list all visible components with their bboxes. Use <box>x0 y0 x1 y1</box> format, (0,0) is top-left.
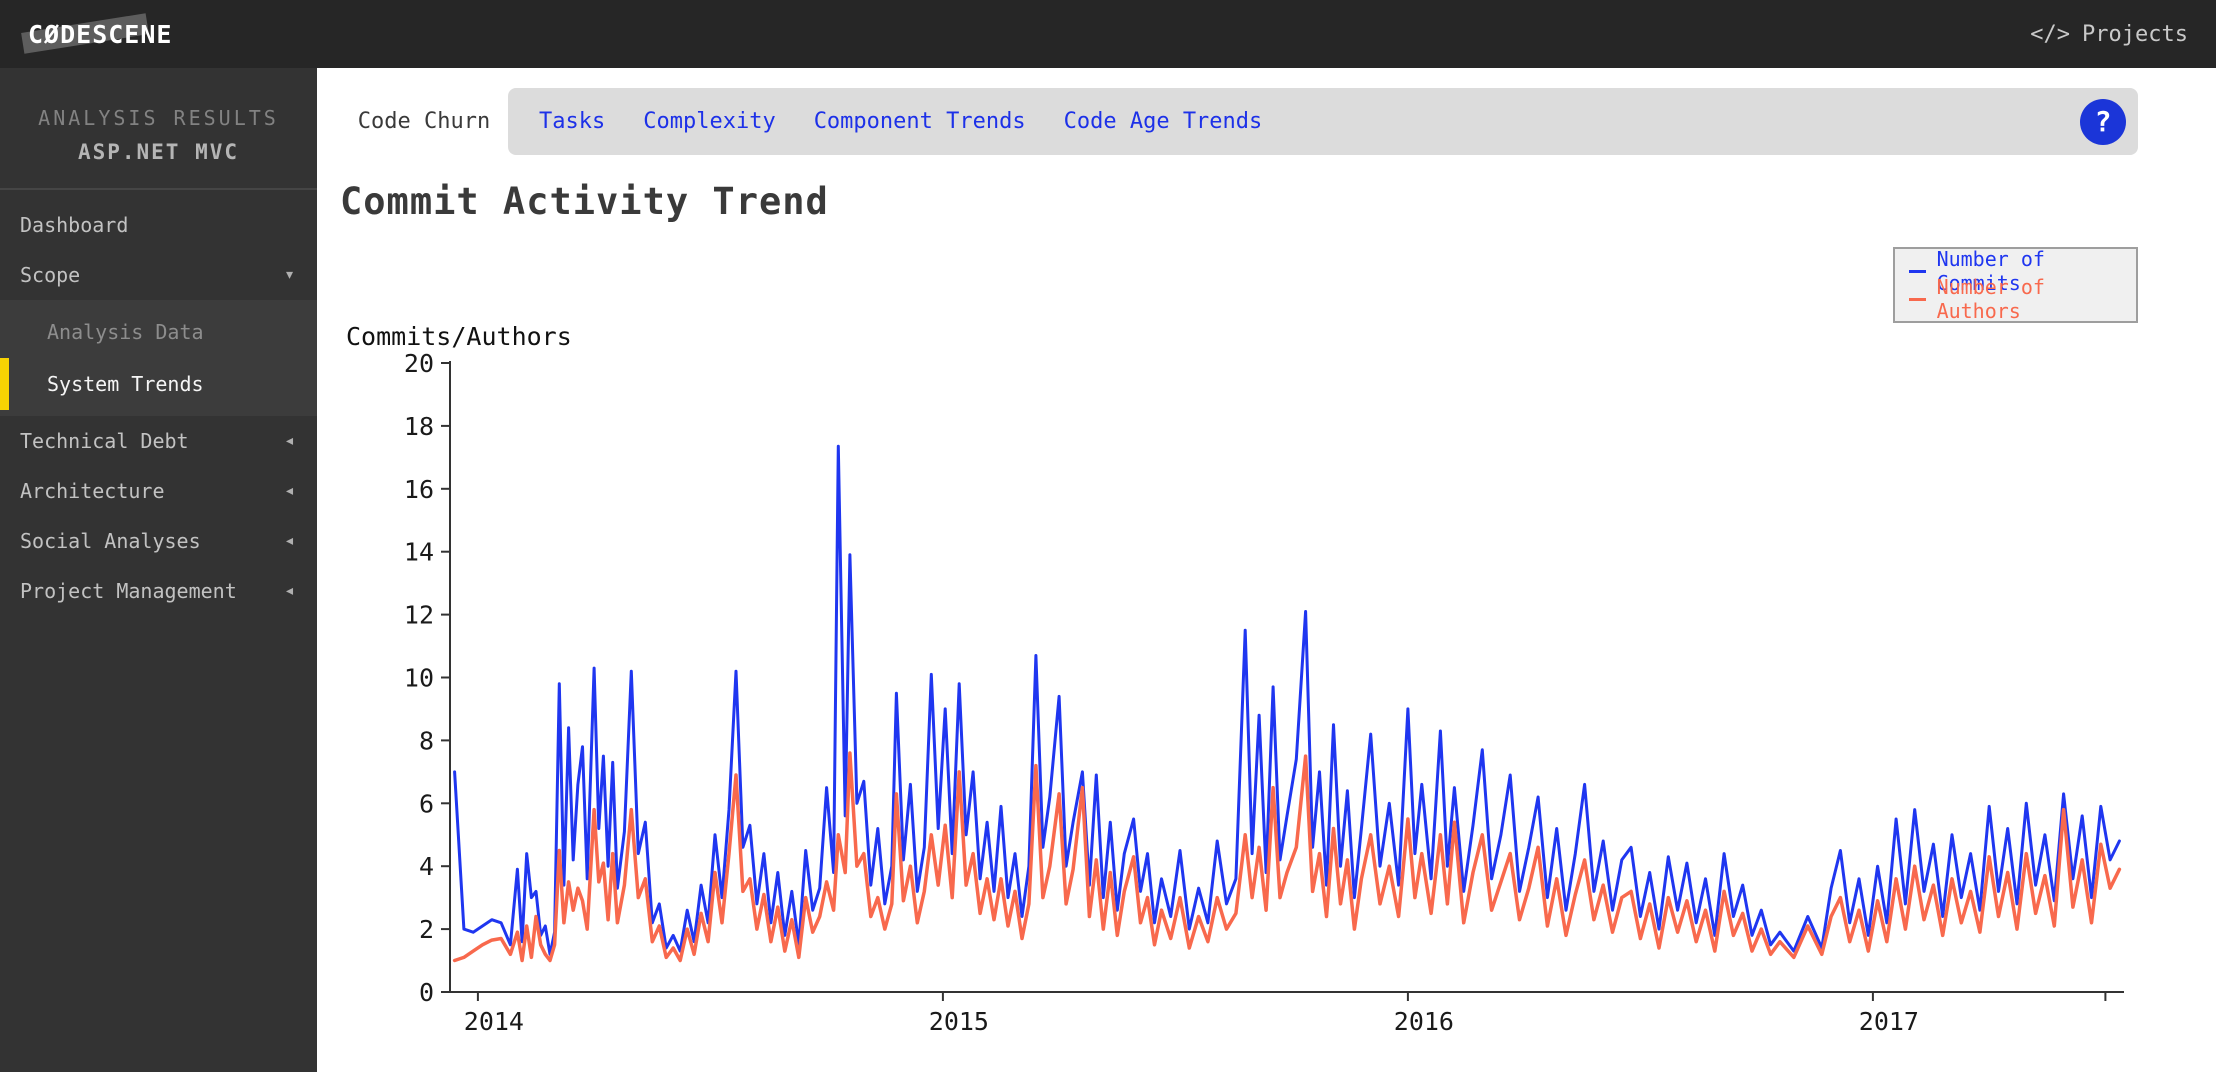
y-tick-label: 8 <box>419 726 434 755</box>
page-title: Commit Activity Trend <box>340 180 829 223</box>
tab-complexity[interactable]: Complexity <box>643 109 776 134</box>
tab-code-churn[interactable]: Code Churn <box>340 88 508 155</box>
caret-left-icon: ◂ <box>284 580 295 601</box>
analysis-results-label: ANALYSIS RESULTS <box>38 106 279 130</box>
x-tick-label: 2014 <box>464 1007 524 1036</box>
sidebar-item-label: Social Analyses <box>20 529 201 553</box>
sidebar-item-label: Scope <box>20 263 81 287</box>
caret-down-icon: ▾ <box>284 264 295 285</box>
project-name: ASP.NET MVC <box>77 140 240 164</box>
chart-legend: Number of Commits Number of Authors <box>1893 247 2138 323</box>
sidebar-item-label: Project Management <box>20 579 237 603</box>
trend-chart: 0 2 4 6 8 10 12 14 16 18 20 2014 2015 2016 2017 <box>404 349 2124 1036</box>
y-tick-label: 4 <box>419 852 434 881</box>
y-tick-label: 12 <box>404 601 434 630</box>
caret-left-icon: ◂ <box>284 480 295 501</box>
y-tick-label: 16 <box>404 475 434 504</box>
sidebar-item-label: Analysis Data <box>47 320 204 344</box>
tab-tasks[interactable]: Tasks <box>539 109 606 134</box>
sidebar-item-social-analyses[interactable]: Social Analyses ◂ <box>0 516 317 566</box>
legend-item-label: Number of Commits <box>1936 247 2045 295</box>
y-tick-label: 2 <box>419 915 434 944</box>
projects-label: Projects <box>2082 21 2188 47</box>
caret-left-icon: ◂ <box>284 430 295 451</box>
sidebar-item-label: Architecture <box>20 479 165 503</box>
legend-item-number-of-authors[interactable]: Number of Authors <box>1909 275 2136 323</box>
sidebar-item-label: Technical Debt <box>20 429 189 453</box>
y-axis-label: Commits/Authors <box>346 322 572 351</box>
y-tick-label: 0 <box>419 978 434 1007</box>
sidebar-item-label: Dashboard <box>20 213 129 237</box>
legend-item-label: Number of Authors <box>1936 275 2045 323</box>
caret-left-icon: ◂ <box>284 530 295 551</box>
sidebar-item-architecture[interactable]: Architecture ◂ <box>0 466 317 516</box>
legend-line-swatch <box>1909 269 1926 273</box>
sidebar-item-analysis-data[interactable]: Analysis Data <box>0 306 317 358</box>
topbar: CØDESCENE </> Projects <box>0 0 2216 68</box>
projects-link[interactable]: </> Projects <box>2030 22 2188 47</box>
y-tick-label: 18 <box>404 412 434 441</box>
series-line-number-of-authors <box>452 751 2122 963</box>
sidebar-item-scope[interactable]: Scope ▾ <box>0 250 317 300</box>
sidebar-item-label: System Trends <box>47 372 204 396</box>
sidebar-header: ANALYSIS RESULTS ASP.NET MVC <box>0 68 317 190</box>
sidebar-item-dashboard[interactable]: Dashboard <box>0 200 317 250</box>
logo-text: CØDESCENE <box>28 19 173 49</box>
sidebar-item-system-trends[interactable]: System Trends <box>0 358 317 410</box>
help-button[interactable]: ? <box>2080 98 2126 145</box>
x-tick-label: 2016 <box>1394 1007 1454 1036</box>
codescene-logo[interactable]: CØDESCENE <box>21 13 173 54</box>
active-indicator <box>0 358 9 410</box>
y-tick-label: 20 <box>404 350 434 378</box>
code-brackets-icon: </> <box>2030 21 2071 47</box>
y-tick-label: 14 <box>404 538 434 567</box>
sidebar-submenu: Analysis Data System Trends <box>0 300 317 416</box>
sidebar-nav: Dashboard Scope ▾ Analysis Data System Trend… <box>0 190 317 616</box>
tab-component-trends[interactable]: Component Trends <box>813 109 1026 134</box>
series-line-number-of-commits <box>453 444 2121 956</box>
chart-container: 0 2 4 6 8 10 12 14 16 18 20 2014 2015 2016 2017 <box>317 349 2216 1072</box>
legend-item-number-of-commits[interactable]: Number of Commits <box>1909 247 2136 295</box>
sidebar-item-technical-debt[interactable]: Technical Debt ◂ <box>0 416 317 466</box>
tab-strip: Tasks Complexity Component Trends Code Age … <box>508 88 2138 155</box>
main-content: Code Churn Tasks Complexity Component Tren… <box>317 68 2216 1072</box>
y-tick-label: 10 <box>404 664 434 693</box>
x-tick-label: 2017 <box>1859 1007 1919 1036</box>
y-tick-label: 6 <box>419 789 434 818</box>
tab-code-age-trends[interactable]: Code Age Trends <box>1063 109 1263 134</box>
legend-line-swatch <box>1909 297 1926 301</box>
sidebar: ANALYSIS RESULTS ASP.NET MVC Dashboard Sc… <box>0 68 317 1072</box>
x-tick-label: 2015 <box>929 1007 989 1036</box>
sidebar-item-project-management[interactable]: Project Management ◂ <box>0 566 317 616</box>
